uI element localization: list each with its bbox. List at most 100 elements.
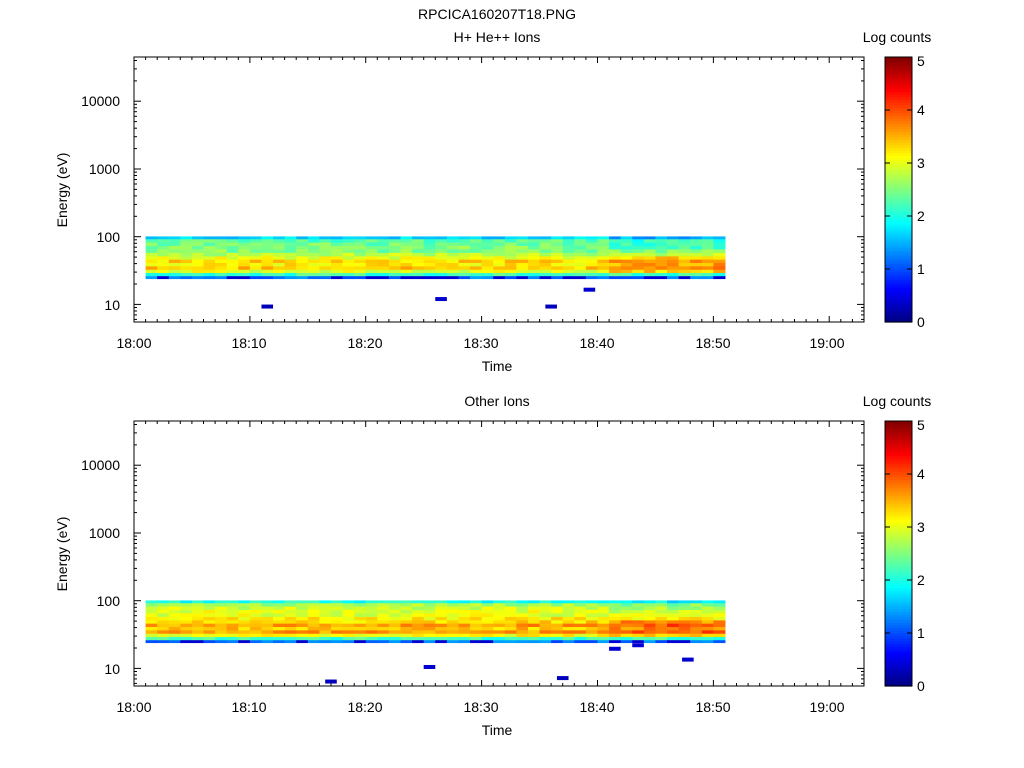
heatmap-cell <box>354 252 367 257</box>
heatmap-cell <box>191 275 205 280</box>
heatmap-cell <box>354 636 367 641</box>
colorbar-segment <box>885 431 912 435</box>
heatmap-cell <box>446 242 459 246</box>
heatmap-cell <box>458 639 471 644</box>
heatmap-cell <box>620 259 633 264</box>
heatmap-cell <box>678 619 691 624</box>
x-tick-label: 18:10 <box>231 335 266 351</box>
heatmap-cell <box>597 606 610 610</box>
heatmap-cell <box>470 259 483 264</box>
heatmap-cell <box>354 272 367 277</box>
heatmap-cell <box>261 626 274 631</box>
heatmap-cell <box>168 616 181 621</box>
heatmap-cell <box>609 255 622 260</box>
heatmap-cell <box>446 262 459 267</box>
heatmap-cell <box>458 600 471 604</box>
heatmap-cell <box>539 269 552 274</box>
heatmap-cell <box>620 606 633 610</box>
heatmap-cell <box>412 600 425 604</box>
colorbar-segment <box>885 210 912 214</box>
heatmap-cell <box>388 245 402 250</box>
heatmap-cell <box>377 259 390 264</box>
colorbar-segment <box>885 635 912 639</box>
colorbar-segment <box>885 558 912 563</box>
heatmap-cell <box>238 606 251 610</box>
heatmap-cell <box>388 639 402 644</box>
heatmap-cell <box>516 639 529 644</box>
heatmap-cell <box>180 272 193 277</box>
colorbar-segment <box>885 619 912 623</box>
heatmap-cell <box>481 236 494 240</box>
heatmap-cell <box>435 265 448 270</box>
heatmap-cell <box>330 252 344 257</box>
heatmap-cell <box>157 252 170 257</box>
heatmap-cell <box>423 242 436 246</box>
heatmap-cell <box>168 619 181 624</box>
colorbar-segment <box>885 569 912 573</box>
heatmap-cell <box>261 275 274 280</box>
heatmap-cell <box>330 629 344 634</box>
heatmap-cell <box>215 252 228 257</box>
heatmap-cell <box>168 245 181 250</box>
colorbar-segment <box>885 495 912 499</box>
heatmap-cell <box>504 252 517 257</box>
heatmap-cell <box>377 248 390 253</box>
heatmap-cell <box>481 242 494 246</box>
heatmap-cell <box>249 269 262 274</box>
colorbar-segment <box>885 94 912 98</box>
heatmap-cell <box>261 272 274 277</box>
heatmap-cell <box>342 633 355 638</box>
heatmap-cell <box>655 623 668 628</box>
heatmap-cell <box>470 269 483 274</box>
heatmap-cell <box>446 265 459 270</box>
colorbar-segment <box>885 479 912 483</box>
colorbar-segment <box>885 598 912 602</box>
heatmap-cell <box>667 602 680 607</box>
heatmap-cell <box>388 265 402 270</box>
heatmap-cell <box>273 612 286 617</box>
heatmap-cell <box>377 619 390 624</box>
heatmap-cell <box>446 255 459 260</box>
heatmap-cell <box>562 265 575 270</box>
heatmap-cell <box>319 248 332 253</box>
heatmap-cell <box>423 609 436 614</box>
heatmap-cell <box>701 248 714 253</box>
heatmap-cell <box>261 248 274 253</box>
heatmap-cell <box>597 619 610 624</box>
heatmap-cell <box>690 636 703 641</box>
heatmap-cell <box>412 275 425 280</box>
heatmap-cell <box>493 238 506 243</box>
heatmap-cell <box>493 269 506 274</box>
heatmap-cell <box>412 619 425 624</box>
heatmap-cell <box>249 262 262 267</box>
heatmap-cell <box>713 248 726 253</box>
heatmap-cell <box>446 245 459 250</box>
heatmap-cell <box>713 259 726 264</box>
heatmap-cell <box>157 262 170 267</box>
colorbar-segment <box>885 527 912 531</box>
heatmap-cell <box>342 626 355 631</box>
colorbar-segment <box>885 474 912 478</box>
heatmap-cell <box>516 606 529 610</box>
colorbar-segment <box>885 622 912 626</box>
heatmap-cell <box>504 633 517 638</box>
heatmap-cell <box>504 623 517 628</box>
heatmap-cell <box>412 623 425 628</box>
heatmap-cell <box>238 242 251 246</box>
heatmap-cell <box>412 245 425 250</box>
colorbar-segment <box>885 139 912 143</box>
heatmap-cell <box>168 242 181 246</box>
heatmap-cell <box>168 626 181 631</box>
heatmap-cell <box>412 248 425 253</box>
heatmap-cell <box>400 255 413 260</box>
heatmap-cell <box>458 255 471 260</box>
heatmap-cell <box>493 636 506 641</box>
heatmap-cell <box>423 238 436 243</box>
heatmap-cell <box>215 602 228 607</box>
heatmap-cell <box>388 633 402 638</box>
heatmap-cell <box>620 242 633 246</box>
heatmap-cell <box>458 248 471 253</box>
heatmap-cell <box>470 602 483 607</box>
heatmap-cell <box>585 636 598 641</box>
heatmap-cell <box>481 275 494 280</box>
